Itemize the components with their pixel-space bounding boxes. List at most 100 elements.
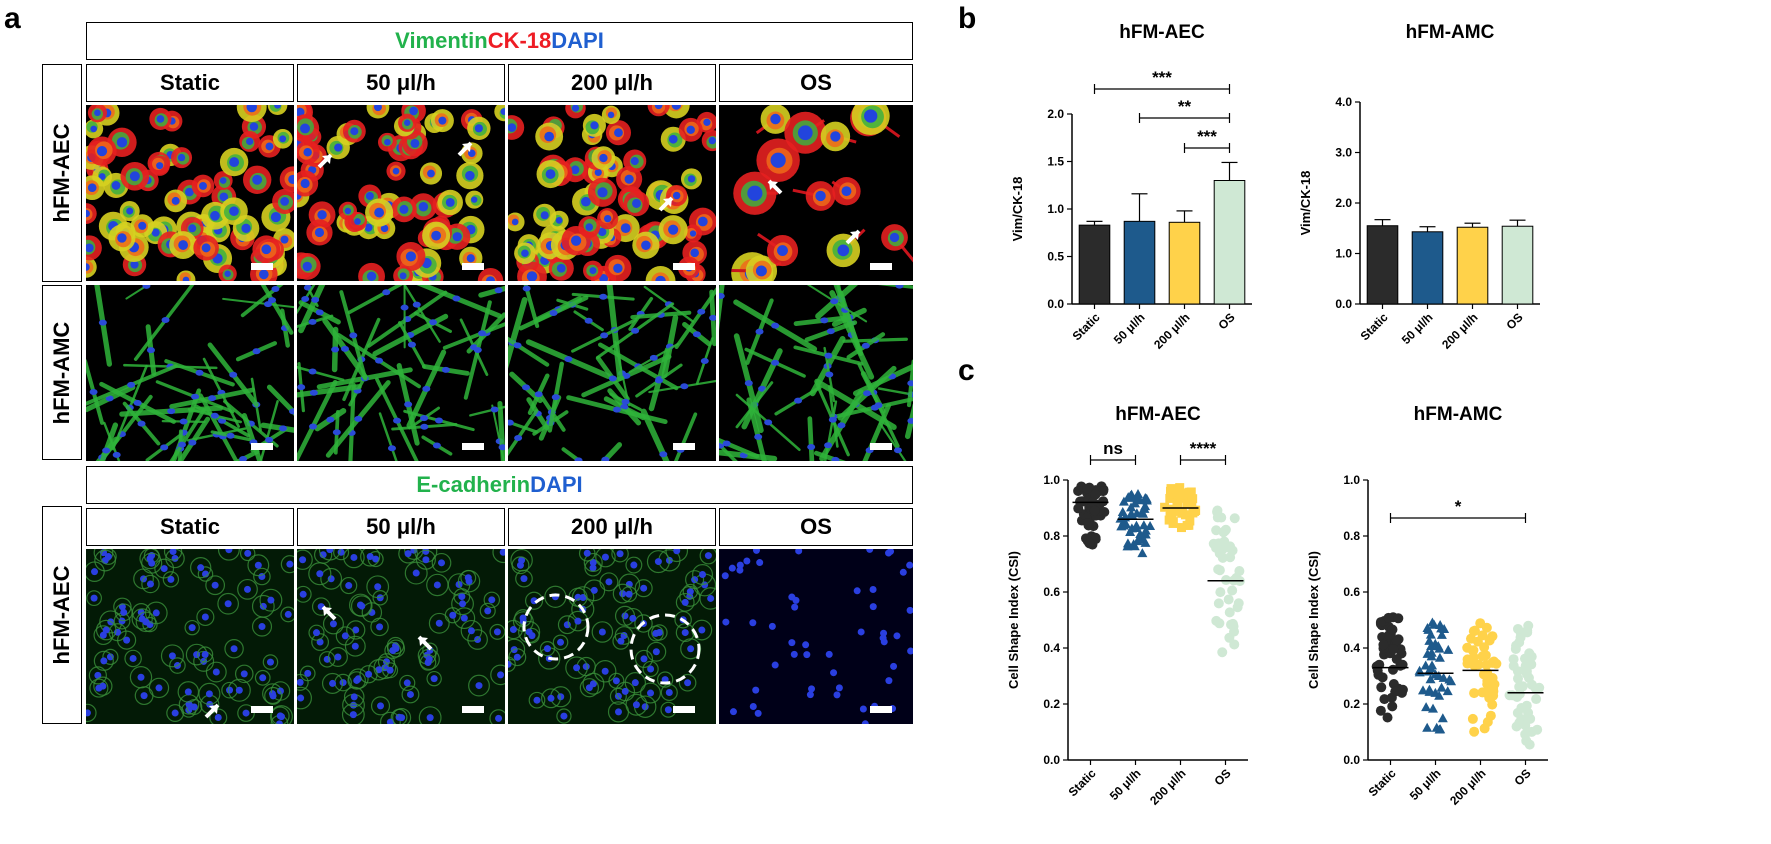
significance-label: ** [1178,97,1192,116]
micrograph-amc-2 [508,285,716,461]
data-point [1098,496,1109,507]
x-tick-label: Static [1358,310,1391,343]
data-point [1512,707,1523,718]
data-point [1462,642,1473,653]
data-point [1218,527,1229,538]
data-point [1133,489,1144,499]
data-point [1425,629,1436,639]
data-point [1510,643,1521,654]
data-point [1425,674,1436,684]
data-point [1125,509,1136,519]
data-point [1191,505,1201,515]
y-axis-label: Vim/CK-18 [1298,171,1313,236]
y-tick-label: 1.5 [1047,155,1064,169]
y-tick-label: 0.4 [1343,641,1360,655]
bar [1078,224,1111,305]
chart-c-aec: hFM-AEC Cell Shape Index (CSI) 0.0 0.2 0.4 0.… [968,398,1268,838]
data-point [1429,619,1440,629]
y-tick-label: 1.0 [1043,473,1060,487]
condition-header-50-2: 50 μl/h [297,508,505,546]
data-point [1395,644,1406,655]
data-point [1375,705,1386,716]
chart-b-amc: hFM-AMC Vim/CK-18 0.0 1.0 2.0 3.0 4.0 Static 50 … [1290,14,1560,370]
data-point [1436,682,1447,692]
ck18-label: CK-18 [487,28,552,53]
stain-title-vimentin-ck18-dapi: Vimentin CK-18 DAPI [86,22,913,60]
y-tick-label: 0.2 [1343,697,1360,711]
data-point [1435,724,1446,734]
data-point [1477,630,1488,641]
data-point [1227,618,1238,629]
data-point [1388,644,1399,655]
row-label-amc: hFM-AMC [42,285,82,460]
x-tick-label: OS [1511,766,1533,788]
data-point [1391,636,1402,647]
data-point [1393,613,1404,624]
data-point [1098,486,1109,497]
data-point [1215,587,1226,598]
y-tick-label: 0.2 [1043,697,1060,711]
data-point [1090,489,1101,500]
data-point [1175,490,1185,500]
x-tick-label: OS [1215,310,1237,332]
data-point [1465,633,1476,644]
data-point [1129,498,1140,508]
data-point [1414,667,1425,677]
y-tick-label: 2.0 [1335,196,1352,210]
data-point [1442,686,1453,696]
data-point [1187,497,1197,507]
condition-header-os-2: OS [719,508,913,546]
data-point [1175,483,1185,493]
data-point [1422,722,1433,732]
x-tick-label: 200 μl/h [1151,310,1193,352]
chart-b-aec: hFM-AEC Vim/CK-18 0.0 0.5 1.0 1.5 2.0 Static 50 … [1010,14,1270,370]
data-point [1383,612,1394,623]
data-point [1140,537,1151,547]
micrograph-amc-0 [86,285,294,461]
micrograph-vim-3 [719,105,913,281]
data-point [1378,639,1389,650]
data-point [1214,565,1225,576]
data-point [1514,717,1525,728]
micrograph-amc-1 [297,285,505,461]
data-point [1514,681,1525,692]
y-tick-label: 2.0 [1047,107,1064,121]
data-point [1223,594,1234,605]
micrograph-vim-1 [297,105,505,281]
data-point [1388,679,1399,690]
y-tick-label: 0.6 [1343,585,1360,599]
data-point [1172,502,1182,512]
significance-label: *** [1152,68,1172,87]
data-point [1436,629,1447,639]
data-point [1118,496,1129,506]
data-point [1467,713,1478,724]
data-point [1477,651,1488,662]
data-point [1422,648,1433,658]
data-point [1426,651,1437,661]
data-point [1428,703,1439,713]
x-tick-label: Static [1066,766,1099,799]
y-tick-label: 0.0 [1343,753,1360,767]
vimentin-label: Vimentin [395,28,488,53]
data-point [1390,686,1401,697]
data-point [1425,663,1436,673]
data-point [1131,508,1142,518]
data-point [1212,512,1223,523]
data-point [1167,513,1177,523]
y-tick-label: 0.6 [1043,585,1060,599]
data-point [1484,635,1495,646]
data-point [1128,539,1139,549]
data-point [1212,543,1223,554]
significance-label: *** [1197,127,1217,146]
micrograph-ecad-3 [719,549,913,724]
x-tick-label: OS [1503,310,1525,332]
y-tick-label: 0.5 [1047,250,1064,264]
chart-title: hFM-AMC [1414,404,1503,425]
data-point [1417,685,1428,695]
data-point [1176,523,1186,533]
y-tick-label: 0.0 [1043,753,1060,767]
data-point [1138,520,1149,530]
y-axis-label: Cell Shape Index (CSI) [1006,551,1021,689]
data-point [1521,735,1532,746]
micrograph-amc-3 [719,285,913,461]
